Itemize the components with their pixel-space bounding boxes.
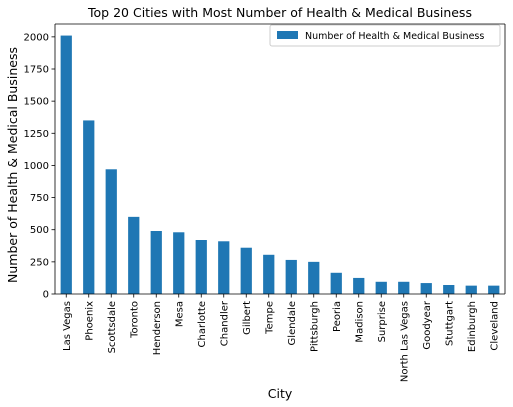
bar [60, 35, 72, 294]
x-tick-label: Tempe [264, 301, 275, 335]
y-tick-label: 2000 [24, 32, 49, 43]
bar [285, 259, 297, 294]
x-tick-label: Glendale [287, 301, 298, 345]
x-axis: Las Vegas Phoenix Scottsdale Toronto Henders… [62, 294, 500, 382]
legend-swatch [277, 31, 298, 39]
x-tick-label: Goodyear [422, 300, 433, 350]
bar [488, 285, 500, 294]
legend: Number of Health & Medical Business [269, 24, 501, 47]
y-tick-label: 1750 [24, 65, 49, 76]
x-tick-label: Toronto [129, 301, 140, 339]
x-tick-label: Chandler [219, 300, 230, 346]
bar [83, 120, 95, 294]
bar [195, 240, 207, 294]
x-tick-label: Charlotte [197, 301, 208, 347]
y-axis: 0 250 500 750 1000 1250 1500 1750 2000 [24, 32, 55, 301]
y-tick-label: 1000 [24, 161, 49, 172]
chart-title: Top 20 Cities with Most Number of Health… [87, 5, 472, 20]
y-tick-label: 1500 [24, 97, 49, 108]
x-tick-label: Pittsburgh [309, 301, 320, 352]
legend-frame [269, 24, 501, 47]
bar [443, 285, 455, 294]
y-tick-label: 250 [30, 257, 49, 268]
x-tick-label: Phoenix [84, 301, 95, 341]
bar [218, 241, 230, 294]
x-tick-label: Edinburgh [467, 301, 478, 352]
x-tick-label: Las Vegas [62, 301, 73, 351]
x-tick-label: Gilbert [242, 301, 253, 335]
x-tick-label: Henderson [152, 301, 163, 355]
x-tick-label: Cleveland [489, 301, 500, 351]
bar [150, 231, 162, 294]
x-tick-label: Madison [354, 301, 365, 343]
bar [420, 283, 432, 294]
y-tick-label: 500 [30, 225, 49, 236]
bar [128, 216, 140, 294]
y-tick-label: 1250 [24, 129, 49, 140]
y-axis-label: Number of Health & Medical Business [5, 47, 20, 283]
bar [330, 272, 342, 294]
x-tick-label: Scottsdale [107, 301, 118, 353]
x-axis-label: City [268, 386, 293, 401]
bar [173, 232, 185, 294]
x-tick-label: Peoria [332, 301, 343, 332]
bar [240, 247, 252, 294]
bar [308, 261, 320, 294]
bar [375, 281, 387, 294]
x-tick-label: North Las Vegas [399, 301, 410, 382]
x-tick-label: Stuttgart [444, 301, 455, 346]
y-tick-label: 750 [30, 193, 49, 204]
bar [465, 285, 477, 294]
bar [263, 254, 275, 294]
plot-area [54, 23, 506, 295]
y-tick-label: 0 [43, 290, 49, 301]
legend-label: Number of Health & Medical Business [305, 31, 484, 42]
x-tick-label: Mesa [174, 301, 185, 327]
bar [398, 281, 410, 294]
bar [105, 169, 117, 294]
bar [353, 277, 365, 294]
x-tick-label: Surprise [377, 301, 388, 342]
